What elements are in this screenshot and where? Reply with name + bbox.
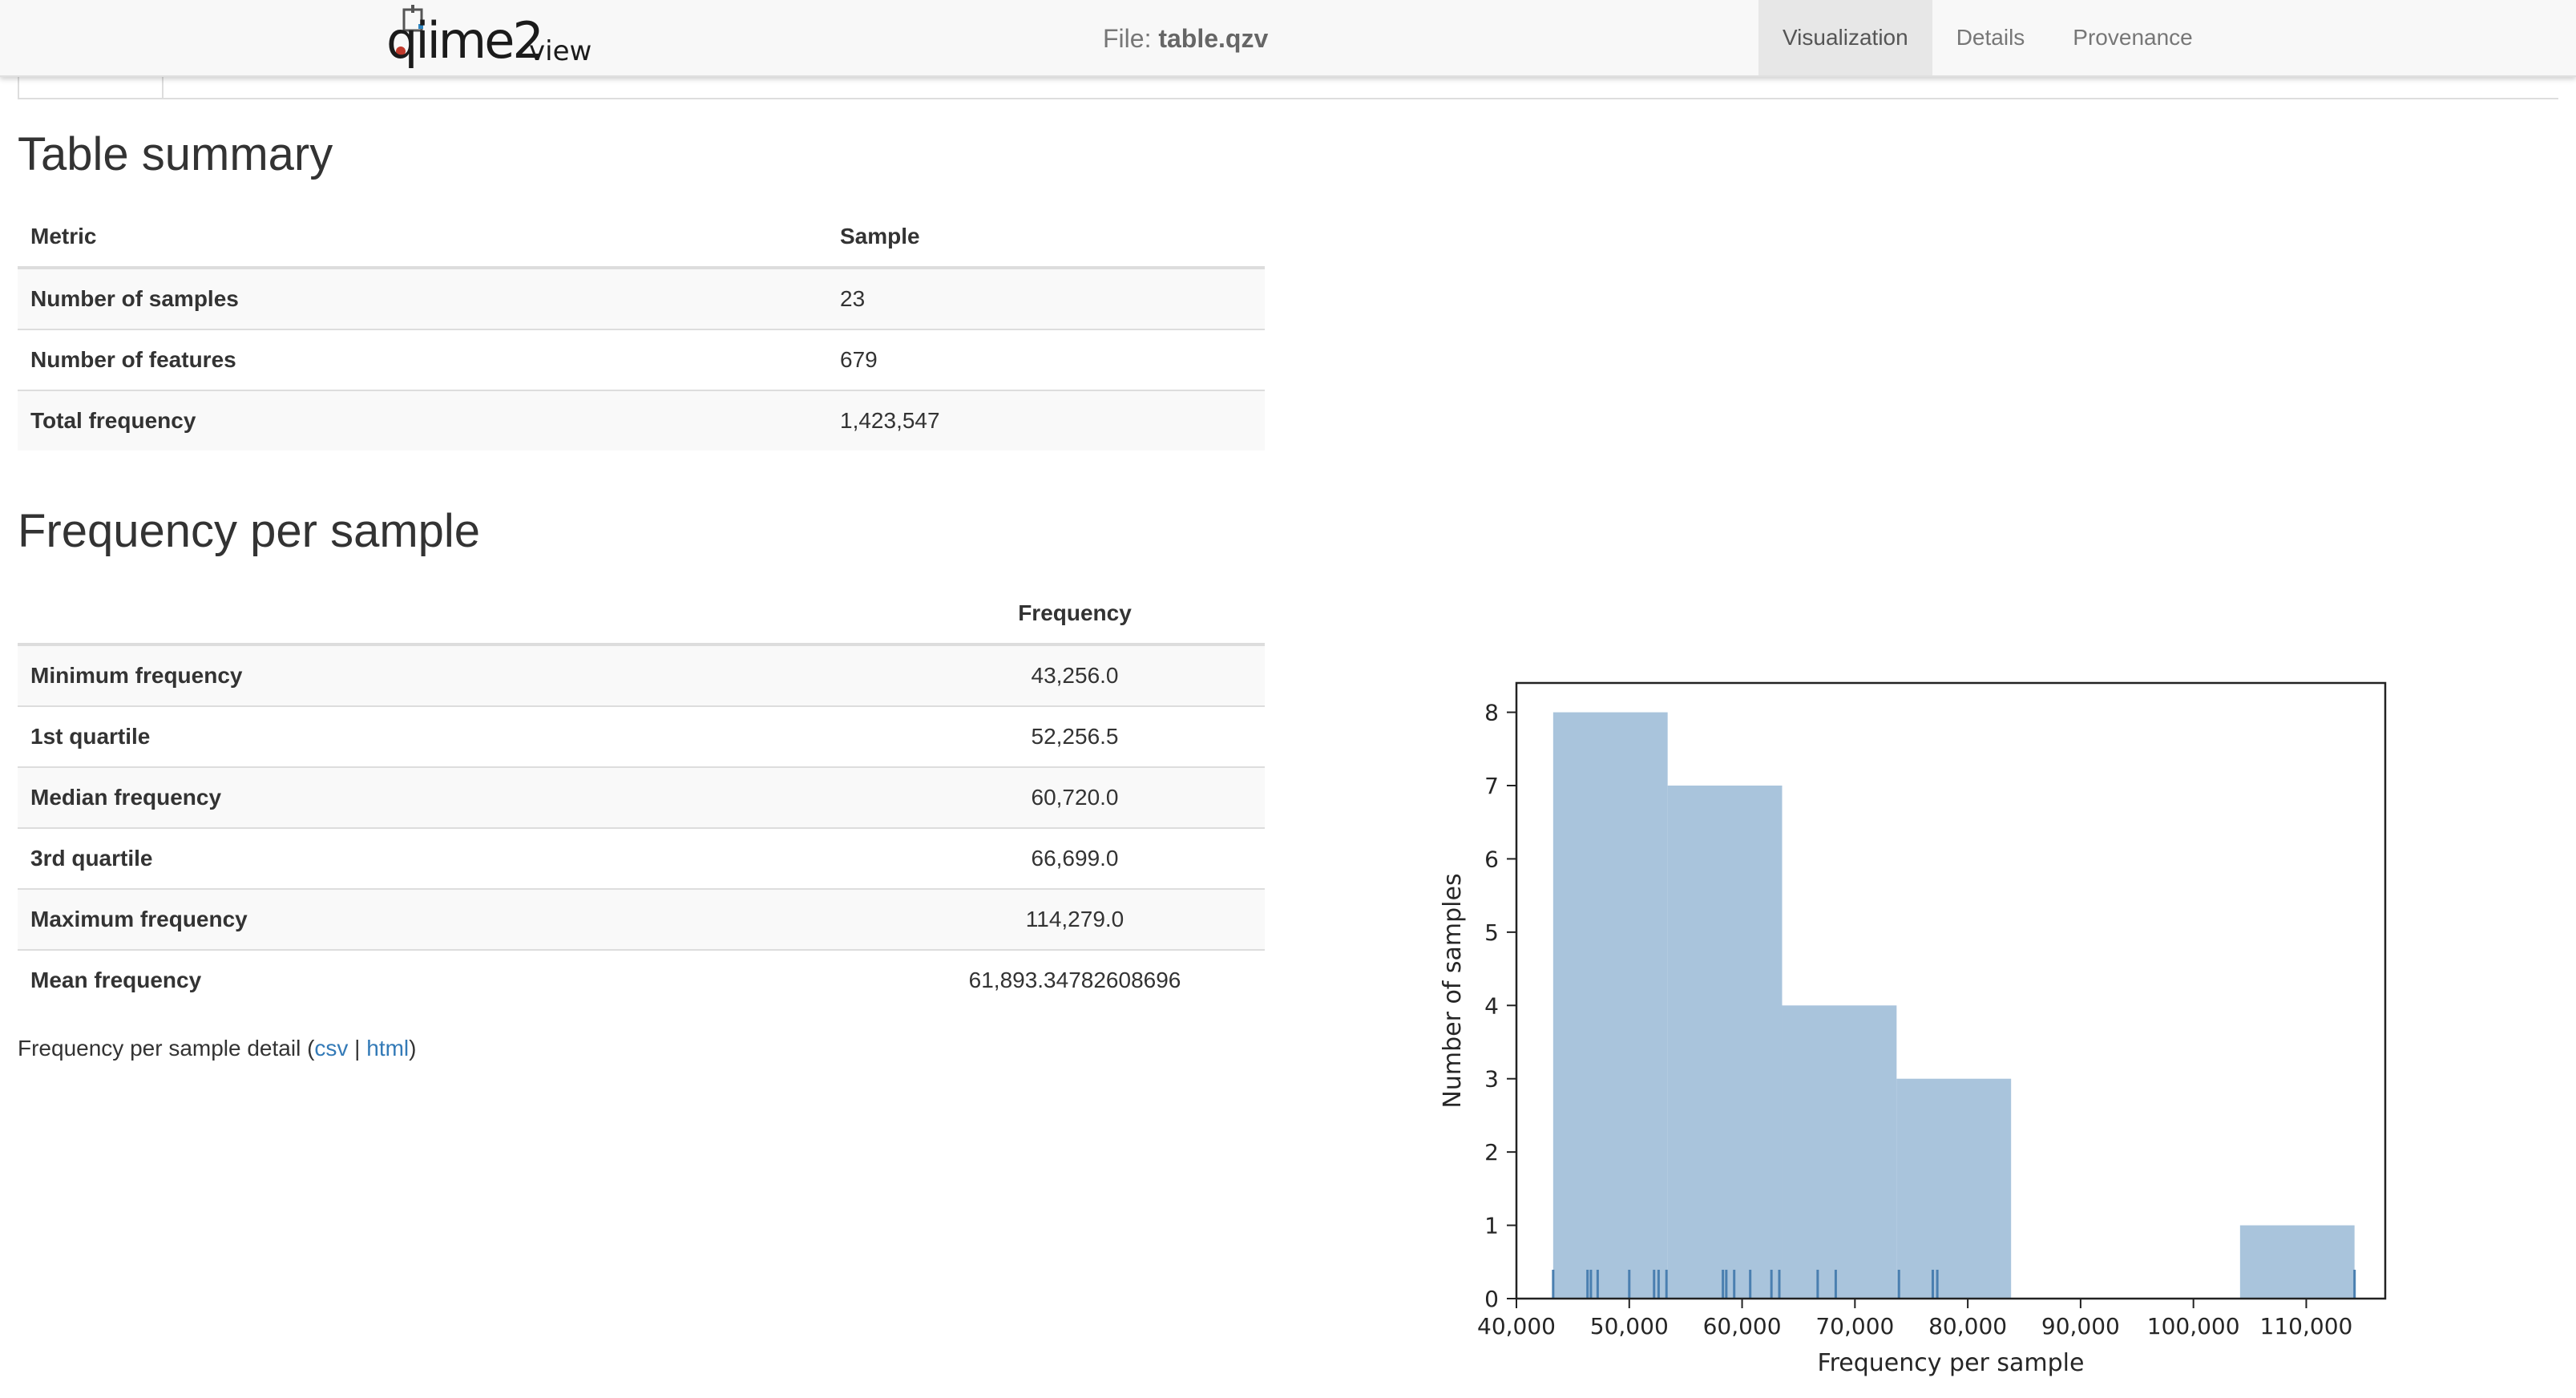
metric-label: Mean frequency (18, 949, 885, 1010)
histogram-bar (1552, 712, 1668, 1299)
table-header-row: Frequency (18, 584, 1265, 646)
table-row: Number of features 679 (18, 329, 1265, 390)
y-tick-label: 0 (1484, 1286, 1499, 1312)
metric-label: Maximum frequency (18, 888, 885, 950)
plot-frame (1515, 681, 2387, 1300)
metric-label: Minimum frequency (18, 644, 885, 706)
table-row: Minimum frequency 43,256.0 (18, 644, 1265, 706)
frequency-detail-links: Frequency per sample detail (csv | html) (18, 1032, 416, 1065)
metric-label: Number of features (18, 329, 827, 390)
tab-strip-divider (18, 98, 2558, 99)
top-navbar: qiime2 view File: table.qzv Visualizatio… (0, 0, 2576, 77)
histogram-bar (1782, 1005, 1897, 1299)
nav-tabs: Visualization Details Provenance (1758, 0, 2217, 75)
table-row: 3rd quartile 66,699.0 (18, 827, 1265, 889)
frequency-table: Frequency Minimum frequency 43,256.0 1st… (18, 584, 1265, 1010)
logo-subtext: view (529, 35, 592, 67)
column-header-frequency: Frequency (885, 584, 1265, 646)
table-row: Mean frequency 61,893.34782608696 (18, 949, 1265, 1010)
file-prefix: File: (1103, 24, 1159, 53)
file-name: table.qzv (1158, 24, 1269, 53)
y-tick-label: 8 (1484, 700, 1499, 726)
metric-label: Median frequency (18, 766, 885, 828)
x-tick-label: 50,000 (1590, 1313, 1669, 1339)
histogram-bar (2239, 1225, 2355, 1299)
x-tick-label: 110,000 (2260, 1313, 2353, 1339)
table-row: Number of samples 23 (18, 267, 1265, 329)
column-header-metric: Metric (18, 207, 827, 269)
x-tick-label: 60,000 (1703, 1313, 1782, 1339)
table-header-row: Metric Sample (18, 207, 1265, 269)
y-axis-label: Number of samples (1439, 873, 1467, 1108)
metric-label: 3rd quartile (18, 827, 885, 889)
x-axis-label: Frequency per sample (1818, 1349, 2085, 1377)
x-axis: 40,000 50,000 60,000 70,000 80,000 90,000 100,… (1477, 1299, 2352, 1339)
tab-visualization[interactable]: Visualization (1758, 0, 1932, 75)
y-axis: 0 1 2 3 4 5 6 7 8 (1484, 700, 1516, 1312)
x-tick-label: 100,000 (2147, 1313, 2240, 1339)
y-tick-label: 4 (1484, 992, 1499, 1019)
detail-prefix: Frequency per sample detail ( (18, 1036, 315, 1061)
table-summary-table: Metric Sample Number of samples 23 Numbe… (18, 207, 1265, 451)
qiime2-logo-mark-icon (396, 5, 423, 56)
metric-value: 23 (827, 267, 1265, 329)
overview-tab-stub[interactable] (18, 77, 164, 98)
histogram-bars (1552, 712, 2355, 1299)
table-row: Median frequency 60,720.0 (18, 766, 1265, 828)
y-tick-label: 3 (1484, 1066, 1499, 1093)
table-row: 1st quartile 52,256.5 (18, 705, 1265, 767)
frequency-per-sample-heading: Frequency per sample (18, 505, 481, 557)
table-row: Total frequency 1,423,547 (18, 390, 1265, 451)
x-tick-label: 40,000 (1477, 1313, 1556, 1339)
y-tick-label: 6 (1484, 846, 1499, 872)
metric-value: 52,256.5 (885, 705, 1265, 767)
csv-download-link[interactable]: csv (314, 1036, 349, 1061)
table-summary-heading: Table summary (18, 128, 333, 180)
metric-label: Number of samples (18, 267, 827, 329)
y-tick-label: 2 (1484, 1139, 1499, 1166)
metric-value: 114,279.0 (885, 888, 1265, 950)
table-row: Maximum frequency 114,279.0 (18, 888, 1265, 950)
column-header-blank (18, 584, 885, 646)
html-view-link[interactable]: html (366, 1036, 410, 1061)
y-tick-label: 5 (1484, 919, 1499, 946)
histogram-bar (1667, 786, 1783, 1299)
detail-suffix: ) (409, 1036, 417, 1061)
y-tick-label: 7 (1484, 773, 1499, 799)
metric-label: 1st quartile (18, 705, 885, 767)
histogram-bar (1896, 1078, 2012, 1299)
column-header-sample: Sample (827, 207, 1265, 269)
frequency-histogram-chart: 40,000 50,000 60,000 70,000 80,000 90,000 100,… (1439, 681, 2387, 1377)
x-tick-label: 80,000 (1928, 1313, 2007, 1339)
detail-separator: | (348, 1036, 367, 1061)
metric-value: 66,699.0 (885, 827, 1265, 889)
x-tick-label: 90,000 (2041, 1313, 2120, 1339)
tab-details[interactable]: Details (1956, 25, 2025, 50)
metric-label: Total frequency (18, 390, 827, 451)
metric-value: 61,893.34782608696 (885, 949, 1265, 1010)
metric-value: 43,256.0 (885, 644, 1265, 706)
file-label: File: table.qzv (1103, 22, 1268, 55)
x-tick-label: 70,000 (1815, 1313, 1894, 1339)
logo-text: qiime2 (386, 11, 544, 70)
metric-value: 679 (827, 329, 1265, 390)
y-tick-label: 1 (1484, 1213, 1499, 1239)
tab-provenance[interactable]: Provenance (2073, 25, 2193, 50)
qiime2-view-logo[interactable]: qiime2 view (386, 5, 595, 72)
metric-value: 60,720.0 (885, 766, 1265, 828)
histogram-rug (1552, 1270, 2356, 1299)
metric-value: 1,423,547 (827, 390, 1265, 451)
